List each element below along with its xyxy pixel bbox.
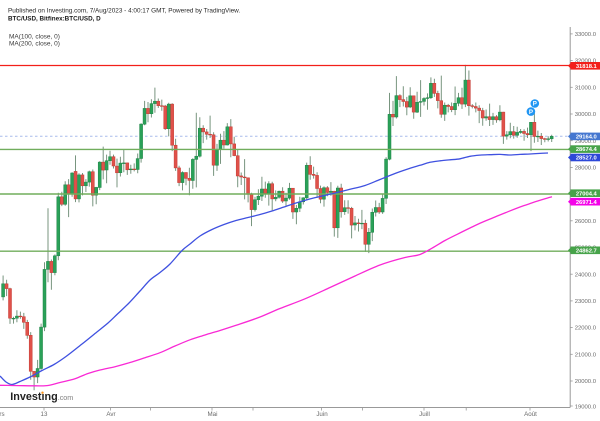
svg-text:23000.0: 23000.0 bbox=[575, 299, 597, 305]
svg-text:22000.0: 22000.0 bbox=[575, 326, 597, 332]
svg-text:Août: Août bbox=[524, 411, 537, 418]
svg-text:26971.4: 26971.4 bbox=[576, 200, 598, 206]
svg-text:29000.0: 29000.0 bbox=[575, 139, 597, 145]
svg-text:MA(200, close, 0): MA(200, close, 0) bbox=[9, 41, 60, 48]
svg-text:32000.0: 32000.0 bbox=[575, 59, 597, 65]
svg-text:27004.4: 27004.4 bbox=[576, 191, 598, 197]
svg-text:Investıng.com: Investıng.com bbox=[10, 391, 73, 403]
svg-text:rs: rs bbox=[0, 411, 5, 418]
svg-text:BTC/USD, Bitfinex:BTC/USD, D: BTC/USD, Bitfinex:BTC/USD, D bbox=[8, 16, 101, 23]
svg-text:31000.0: 31000.0 bbox=[575, 85, 597, 91]
svg-text:30000.0: 30000.0 bbox=[575, 112, 597, 118]
svg-text:21000.0: 21000.0 bbox=[575, 352, 597, 358]
svg-text:19000.0: 19000.0 bbox=[575, 404, 597, 410]
svg-text:31818.1: 31818.1 bbox=[576, 64, 598, 70]
svg-text:29164.0: 29164.0 bbox=[576, 135, 597, 141]
svg-text:20000.0: 20000.0 bbox=[575, 379, 597, 385]
svg-text:MA(100, close, 0): MA(100, close, 0) bbox=[9, 34, 60, 41]
svg-text:24862.7: 24862.7 bbox=[576, 248, 597, 254]
svg-text:Published on Investing.com, 7/: Published on Investing.com, 7/Aug/2023 -… bbox=[8, 8, 240, 15]
svg-text:26000.0: 26000.0 bbox=[575, 219, 597, 225]
svg-text:P: P bbox=[533, 101, 537, 108]
svg-text:P: P bbox=[529, 109, 533, 116]
svg-text:Juin: Juin bbox=[316, 411, 328, 418]
svg-text:Juill: Juill bbox=[419, 411, 430, 418]
svg-text:24000.0: 24000.0 bbox=[575, 272, 597, 278]
svg-text:13: 13 bbox=[41, 411, 48, 418]
svg-text:28000.0: 28000.0 bbox=[575, 166, 597, 172]
svg-text:28527.0: 28527.0 bbox=[576, 156, 597, 162]
svg-text:28674.4: 28674.4 bbox=[576, 147, 598, 153]
svg-text:Avr: Avr bbox=[106, 411, 115, 418]
svg-text:33000.0: 33000.0 bbox=[575, 32, 597, 38]
svg-text:Mai: Mai bbox=[208, 411, 218, 418]
